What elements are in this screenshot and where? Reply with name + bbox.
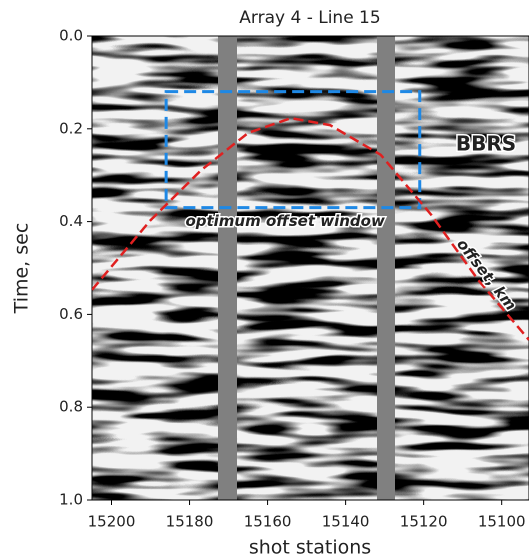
offset-curve — [92, 116, 529, 341]
y-tick-label: 0.8 — [59, 398, 83, 416]
x-tick-label: 15140 — [322, 513, 370, 531]
x-tick-label: 15120 — [400, 513, 448, 531]
y-tick-label: 0.2 — [59, 119, 83, 137]
dead-trace — [377, 36, 395, 500]
annotation: optimum offset window — [185, 212, 385, 230]
chart-title: Array 4 - Line 15 — [239, 8, 380, 28]
y-axis-label: Time, sec — [11, 223, 33, 315]
y-tick-label: 1.0 — [59, 491, 83, 509]
annotation: BBRS — [456, 132, 516, 156]
y-tick-label: 0.6 — [59, 305, 83, 323]
y-tick-label: 0.4 — [59, 212, 83, 230]
y-tick-label: 0.0 — [59, 27, 83, 45]
x-tick-label: 15180 — [166, 513, 214, 531]
x-tick-label: 15200 — [88, 513, 136, 531]
seismic-image — [92, 36, 529, 500]
plot-frame — [91, 35, 529, 501]
x-tick-label: 15100 — [478, 513, 526, 531]
dead-trace — [218, 36, 237, 500]
x-tick-label: 15160 — [244, 513, 292, 531]
x-axis-label: shot stations — [249, 537, 371, 559]
window-box — [164, 90, 422, 210]
